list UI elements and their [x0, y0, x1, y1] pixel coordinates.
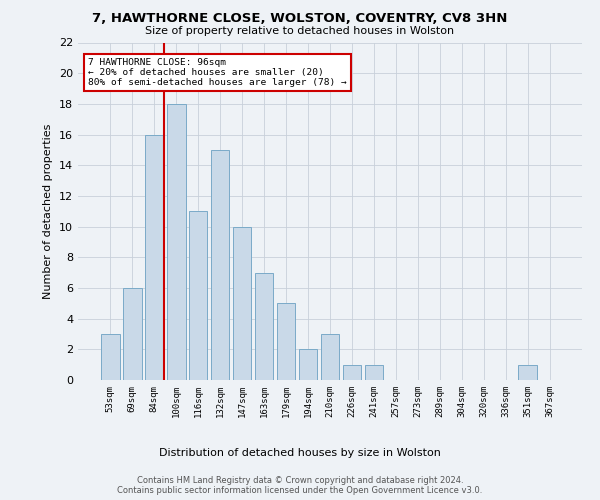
Text: Contains HM Land Registry data © Crown copyright and database right 2024.: Contains HM Land Registry data © Crown c…	[137, 476, 463, 485]
Bar	[343, 364, 361, 380]
Bar	[299, 350, 317, 380]
Bar	[189, 211, 208, 380]
Bar	[211, 150, 229, 380]
Bar	[123, 288, 142, 380]
Bar	[320, 334, 340, 380]
Text: Contains public sector information licensed under the Open Government Licence v3: Contains public sector information licen…	[118, 486, 482, 495]
Text: 7, HAWTHORNE CLOSE, WOLSTON, COVENTRY, CV8 3HN: 7, HAWTHORNE CLOSE, WOLSTON, COVENTRY, C…	[92, 12, 508, 26]
Bar	[145, 134, 164, 380]
Text: 7 HAWTHORNE CLOSE: 96sqm
← 20% of detached houses are smaller (20)
80% of semi-d: 7 HAWTHORNE CLOSE: 96sqm ← 20% of detach…	[88, 58, 347, 88]
Bar	[233, 226, 251, 380]
Bar	[365, 364, 383, 380]
Bar	[101, 334, 119, 380]
Bar	[518, 364, 537, 380]
Bar	[167, 104, 185, 380]
Bar	[255, 272, 274, 380]
Text: Size of property relative to detached houses in Wolston: Size of property relative to detached ho…	[145, 26, 455, 36]
Bar	[277, 304, 295, 380]
Text: Distribution of detached houses by size in Wolston: Distribution of detached houses by size …	[159, 448, 441, 458]
Y-axis label: Number of detached properties: Number of detached properties	[43, 124, 53, 299]
